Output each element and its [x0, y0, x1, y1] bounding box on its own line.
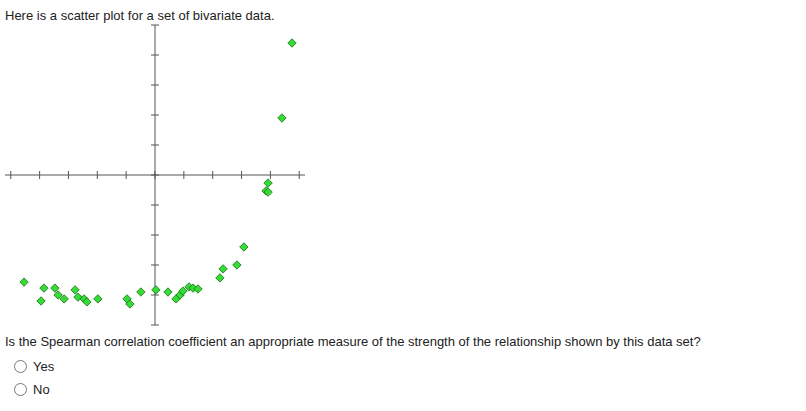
x-axis: [5, 175, 305, 176]
data-point: [40, 284, 48, 292]
x-tick: [10, 171, 11, 179]
x-tick: [183, 171, 184, 179]
intro-text: Here is a scatter plot for a set of biva…: [5, 8, 275, 23]
data-point: [60, 295, 68, 303]
x-tick: [212, 171, 213, 179]
x-tick: [241, 171, 242, 179]
radio-button[interactable]: [14, 383, 27, 396]
data-point: [37, 297, 45, 305]
data-point: [152, 286, 160, 294]
data-point: [240, 243, 248, 251]
y-tick: [151, 265, 159, 266]
radio-button[interactable]: [14, 360, 27, 373]
x-tick: [68, 171, 69, 179]
option[interactable]: No: [14, 382, 50, 397]
data-point: [264, 188, 272, 196]
x-tick: [97, 171, 98, 179]
data-point: [219, 265, 227, 273]
data-point: [164, 288, 172, 296]
data-point: [126, 300, 134, 308]
chart: [0, 0, 806, 411]
data-point: [20, 278, 28, 286]
y-tick: [151, 145, 159, 146]
question-text: Is the Spearman correlation coefficient …: [5, 334, 701, 349]
data-point: [278, 114, 286, 122]
data-point: [264, 179, 272, 187]
data-point: [194, 285, 202, 293]
data-point: [233, 261, 241, 269]
y-tick: [151, 325, 159, 326]
option-label: Yes: [33, 359, 54, 374]
x-tick: [270, 171, 271, 179]
data-point: [216, 274, 224, 282]
y-tick: [151, 205, 159, 206]
y-tick: [151, 175, 159, 176]
x-tick: [39, 171, 40, 179]
y-tick: [151, 115, 159, 116]
y-tick: [151, 55, 159, 56]
y-tick: [151, 25, 159, 26]
points: [20, 39, 296, 308]
y-tick: [151, 85, 159, 86]
data-point: [94, 295, 102, 303]
option[interactable]: Yes: [14, 359, 54, 374]
data-point: [137, 288, 145, 296]
y-tick: [151, 235, 159, 236]
data-point: [288, 39, 296, 47]
data-point: [83, 298, 91, 306]
x-tick: [299, 171, 300, 179]
y-tick: [151, 295, 159, 296]
x-tick: [126, 171, 127, 179]
option-label: No: [33, 382, 50, 397]
